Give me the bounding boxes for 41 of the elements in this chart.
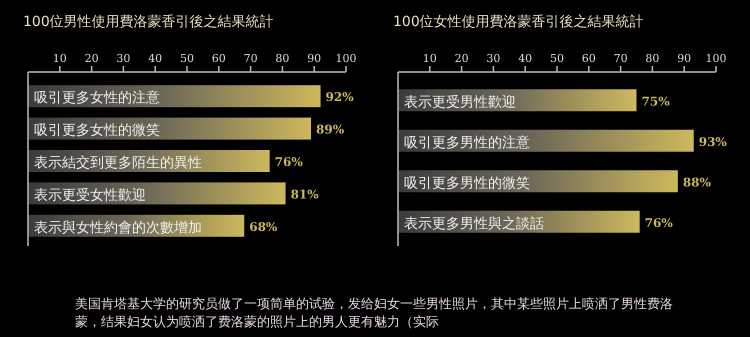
- data-label: 92%: [326, 90, 354, 104]
- x-tick-label: 40: [148, 52, 162, 65]
- data-label: 76%: [644, 216, 674, 230]
- data-label: 93%: [698, 134, 728, 149]
- x-tick-label: 20: [84, 52, 99, 65]
- x-tick-label: 70: [614, 52, 628, 65]
- x-tick-label: 50: [180, 52, 194, 65]
- data-label: 81%: [290, 187, 320, 202]
- y-tick-label: 吸引更多女性的注意: [34, 90, 160, 106]
- y-tick-label: 表示結交到更多陌生的異性: [34, 155, 202, 171]
- x-tick-label: 80: [645, 52, 660, 65]
- y-tick-label: 吸引更多女性的微笑: [34, 122, 160, 139]
- y-tick-label: 表示與女性約會的次數增加: [34, 220, 202, 236]
- x-tick-label: 100: [706, 52, 726, 65]
- x-tick-label: 100: [336, 52, 356, 65]
- y-tick-label: 吸引更多男性的微笑: [404, 175, 530, 192]
- y-tick-label: 表示更多男性與之談話: [404, 216, 544, 232]
- data-label: 68%: [249, 220, 278, 234]
- x-tick-label: 10: [422, 52, 437, 65]
- x-tick-label: 20: [454, 52, 469, 65]
- data-label: 88%: [682, 175, 712, 190]
- y-tick-label: 吸引更多男性的注意: [404, 134, 530, 151]
- chart-title: 100位男性使用費洛蒙香引後之結果統計: [23, 14, 274, 30]
- x-tick-label: 60: [212, 52, 226, 65]
- x-tick-label: 40: [518, 52, 532, 65]
- data-label: 75%: [642, 94, 670, 108]
- text: 美国肯塔基大学的研究员做了一项简单的试验，发给妇女一些男性照片，其中某些照片上喷洒了男性费洛蒙，结果妇女认为喷洒了费洛蒙的照片上的男人更有魅力（实际: [75, 296, 674, 332]
- x-tick-label: 60: [582, 52, 596, 65]
- x-tick-label: 90: [677, 52, 692, 65]
- data-label: 76%: [274, 155, 304, 169]
- y-tick-label: 表示更受男性歡迎: [404, 94, 516, 110]
- data-label: 89%: [316, 122, 345, 137]
- x-tick-label: 30: [486, 52, 500, 65]
- chart-title: 100位女性使用費洛蒙香引後之結果統計: [393, 14, 644, 30]
- x-tick-label: 90: [307, 52, 322, 65]
- x-tick-label: 50: [550, 52, 564, 65]
- x-tick-label: 30: [116, 52, 130, 65]
- x-tick-label: 10: [52, 52, 67, 65]
- y-tick-label: 表示更受女性歡迎: [34, 187, 146, 204]
- x-tick-label: 80: [275, 52, 290, 65]
- x-tick-label: 70: [244, 52, 258, 65]
